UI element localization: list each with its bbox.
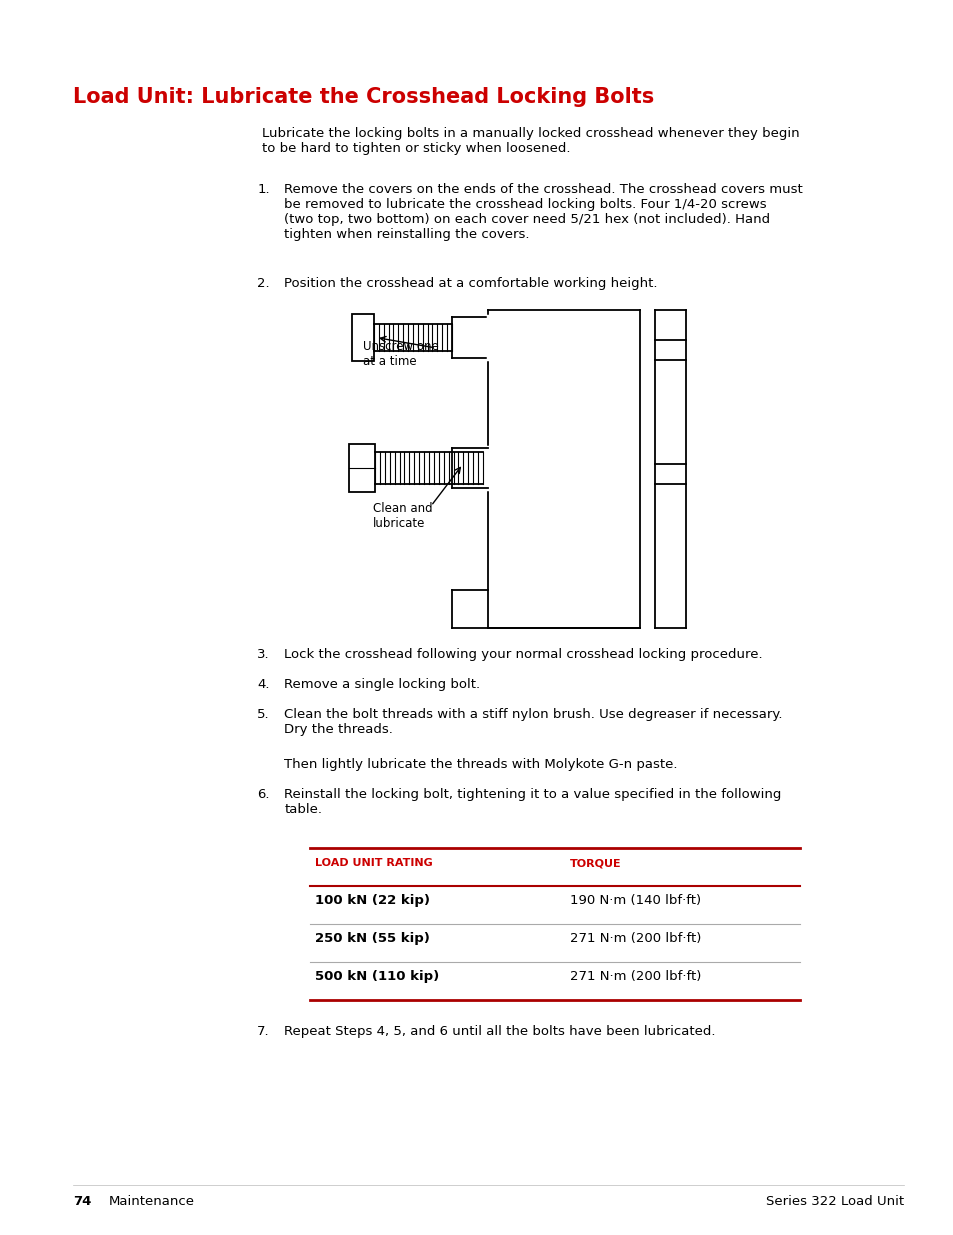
Text: Clean the bolt threads with a stiff nylon brush. Use degreaser if necessary.
Dry: Clean the bolt threads with a stiff nylo… [284, 708, 782, 736]
Text: 7.: 7. [257, 1025, 270, 1037]
Text: Repeat Steps 4, 5, and 6 until all the bolts have been lubricated.: Repeat Steps 4, 5, and 6 until all the b… [284, 1025, 715, 1037]
Text: 4.: 4. [257, 678, 270, 692]
Text: 250 kN (55 kip): 250 kN (55 kip) [314, 932, 430, 945]
Text: Series 322 Load Unit: Series 322 Load Unit [765, 1195, 903, 1208]
Text: 3.: 3. [257, 648, 270, 661]
Text: 271 N·m (200 lbf·ft): 271 N·m (200 lbf·ft) [569, 969, 700, 983]
Text: LOAD UNIT RATING: LOAD UNIT RATING [314, 858, 433, 868]
Text: Then lightly lubricate the threads with Molykote G-n paste.: Then lightly lubricate the threads with … [284, 758, 678, 771]
Text: Remove the covers on the ends of the crosshead. The crosshead covers must
be rem: Remove the covers on the ends of the cro… [284, 183, 802, 241]
Text: 271 N·m (200 lbf·ft): 271 N·m (200 lbf·ft) [569, 932, 700, 945]
Text: 190 N·m (140 lbf·ft): 190 N·m (140 lbf·ft) [569, 894, 700, 906]
Text: Clean and
lubricate: Clean and lubricate [373, 501, 432, 530]
Bar [352, 314, 374, 361]
Text: Lubricate the locking bolts in a manually locked crosshead whenever they begin
t: Lubricate the locking bolts in a manuall… [262, 127, 800, 156]
Text: Remove a single locking bolt.: Remove a single locking bolt. [284, 678, 480, 692]
Text: 6.: 6. [257, 788, 270, 802]
Text: 100 kN (22 kip): 100 kN (22 kip) [314, 894, 430, 906]
Text: 5.: 5. [257, 708, 270, 721]
Text: Maintenance: Maintenance [109, 1195, 194, 1208]
Text: TORQUE: TORQUE [569, 858, 621, 868]
Text: Unscrew one
at a time: Unscrew one at a time [363, 340, 438, 368]
Text: Position the crosshead at a comfortable working height.: Position the crosshead at a comfortable … [284, 277, 658, 290]
Text: 1.: 1. [257, 183, 270, 196]
Text: 2.: 2. [257, 277, 270, 290]
Text: 74: 74 [73, 1195, 91, 1208]
Text: Load Unit: Lubricate the Crosshead Locking Bolts: Load Unit: Lubricate the Crosshead Locki… [73, 86, 654, 107]
Text: Reinstall the locking bolt, tightening it to a value specified in the following
: Reinstall the locking bolt, tightening i… [284, 788, 781, 816]
Bar [349, 445, 375, 492]
Text: 500 kN (110 kip): 500 kN (110 kip) [314, 969, 438, 983]
Text: Lock the crosshead following your normal crosshead locking procedure.: Lock the crosshead following your normal… [284, 648, 762, 661]
